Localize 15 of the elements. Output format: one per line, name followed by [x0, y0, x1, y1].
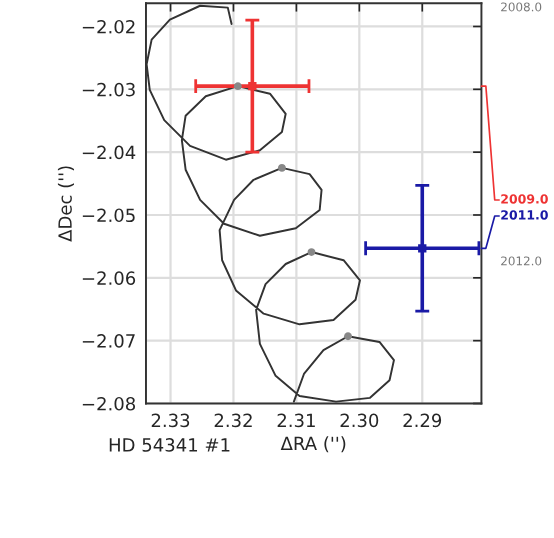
x-tick-label: 2.31 [277, 413, 315, 428]
x-tick-label: 2.30 [340, 413, 379, 428]
y-tick-label: −2.02 [82, 19, 135, 34]
x-axis-title: ΔRA ('') [280, 436, 346, 453]
y-axis-title: ΔDec ('') [57, 166, 74, 242]
text: HD 54341 #1 [109, 438, 230, 452]
y-tick-label: −2.08 [82, 396, 136, 411]
x-tick-label: 2.32 [214, 413, 252, 428]
y-tick-label: −2.03 [82, 82, 135, 97]
y-tick-label: −2.07 [82, 334, 135, 348]
y-tick-label: −2.05 [82, 208, 135, 223]
y-tick-label: −2.06 [82, 271, 136, 285]
x-tick-label: 2.33 [151, 413, 190, 428]
y-tick-label: −2.04 [82, 145, 136, 160]
x-tick-label: 2.29 [403, 413, 442, 428]
